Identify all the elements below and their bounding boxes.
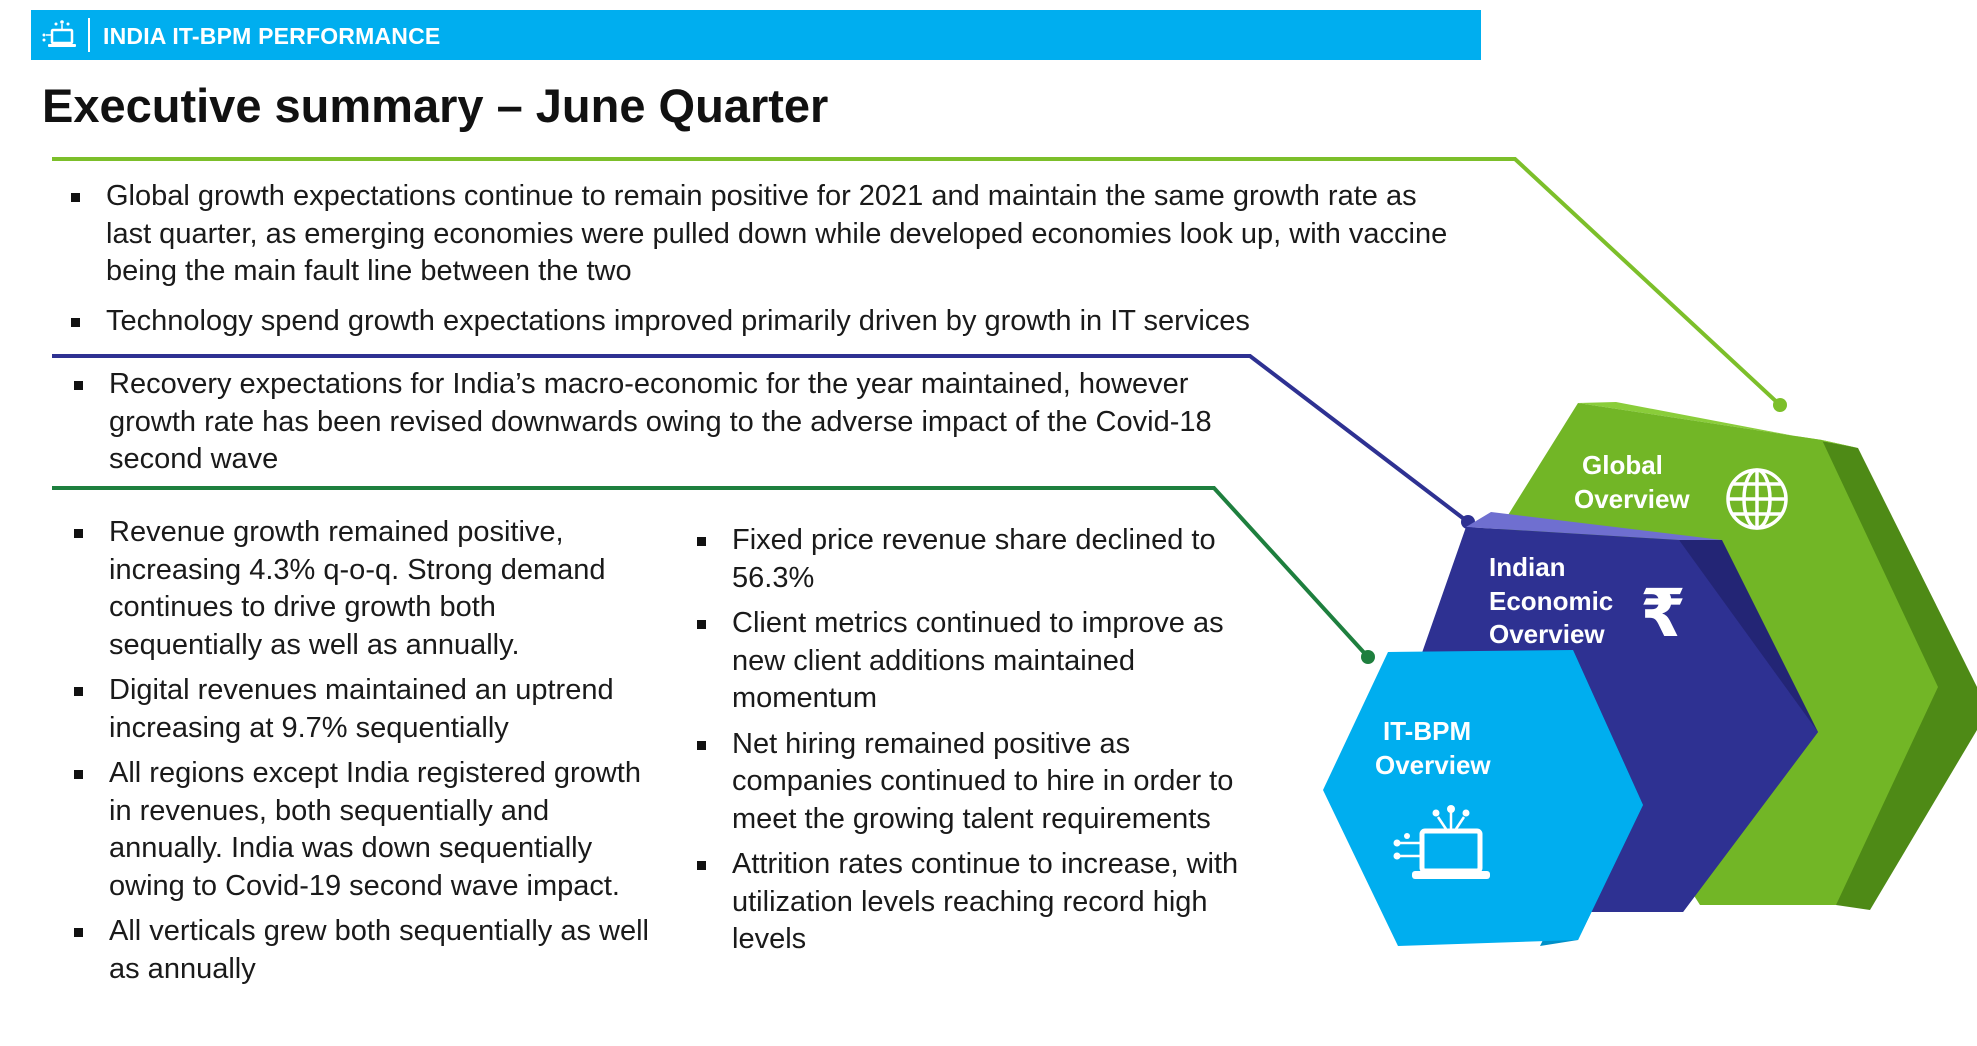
itbpm-overview-label-line1: IT-BPM [1383,716,1471,746]
bullet-item: Net hiring remained positive as companie… [680,726,1240,839]
header-separator [88,18,90,52]
bullet-item: Attrition rates continue to increase, wi… [680,846,1240,959]
header-bar: INDIA IT-BPM PERFORMANCE [31,10,1481,60]
global-connector-dot [1773,398,1787,412]
page-title: Executive summary – June Quarter [42,79,829,132]
bullet-item: Technology spend growth expectations imp… [54,303,1454,341]
indian-overview-label-line3: Overview [1489,619,1605,649]
bullet-item: Fixed price revenue share declined to 56… [680,522,1240,597]
bullet-item: Digital revenues maintained an uptrend i… [57,672,657,747]
bullet-item: All regions except India registered grow… [57,755,657,905]
bullet-item: Recovery expectations for India’s macro-… [57,366,1267,479]
indian-overview-label-line2: Economic [1489,586,1613,616]
laptop-network-icon [42,20,76,47]
itbpm-overview-label-line2: Overview [1375,750,1491,780]
laptop-network-icon [1393,805,1490,879]
bullet-item: Client metrics continued to improve as n… [680,605,1240,718]
bullet-item: Global growth expectations continue to r… [54,178,1454,291]
global-overview-label-line1: Global [1582,450,1663,480]
global-overview-label-line2: Overview [1574,484,1690,514]
globe-icon [1726,468,1788,530]
bullet-item: All verticals grew both sequentially as … [57,913,657,988]
rupee-icon: ₹ [1640,575,1686,652]
itbpm-overview-hexagon[interactable]: IT-BPM Overview [1323,650,1643,946]
global-overview-bullets: Global growth expectations continue to r… [54,178,1454,352]
header-title: INDIA IT-BPM PERFORMANCE [103,23,441,49]
bullet-item: Revenue growth remained positive, increa… [57,514,657,664]
itbpm-bullets-right: Fixed price revenue share declined to 56… [680,522,1240,967]
indian-overview-label-line1: Indian [1489,552,1566,582]
itbpm-bullets-left: Revenue growth remained positive, increa… [57,514,657,996]
india-overview-bullets: Recovery expectations for India’s macro-… [57,366,1267,479]
itbpm-connector-dot [1361,650,1375,664]
